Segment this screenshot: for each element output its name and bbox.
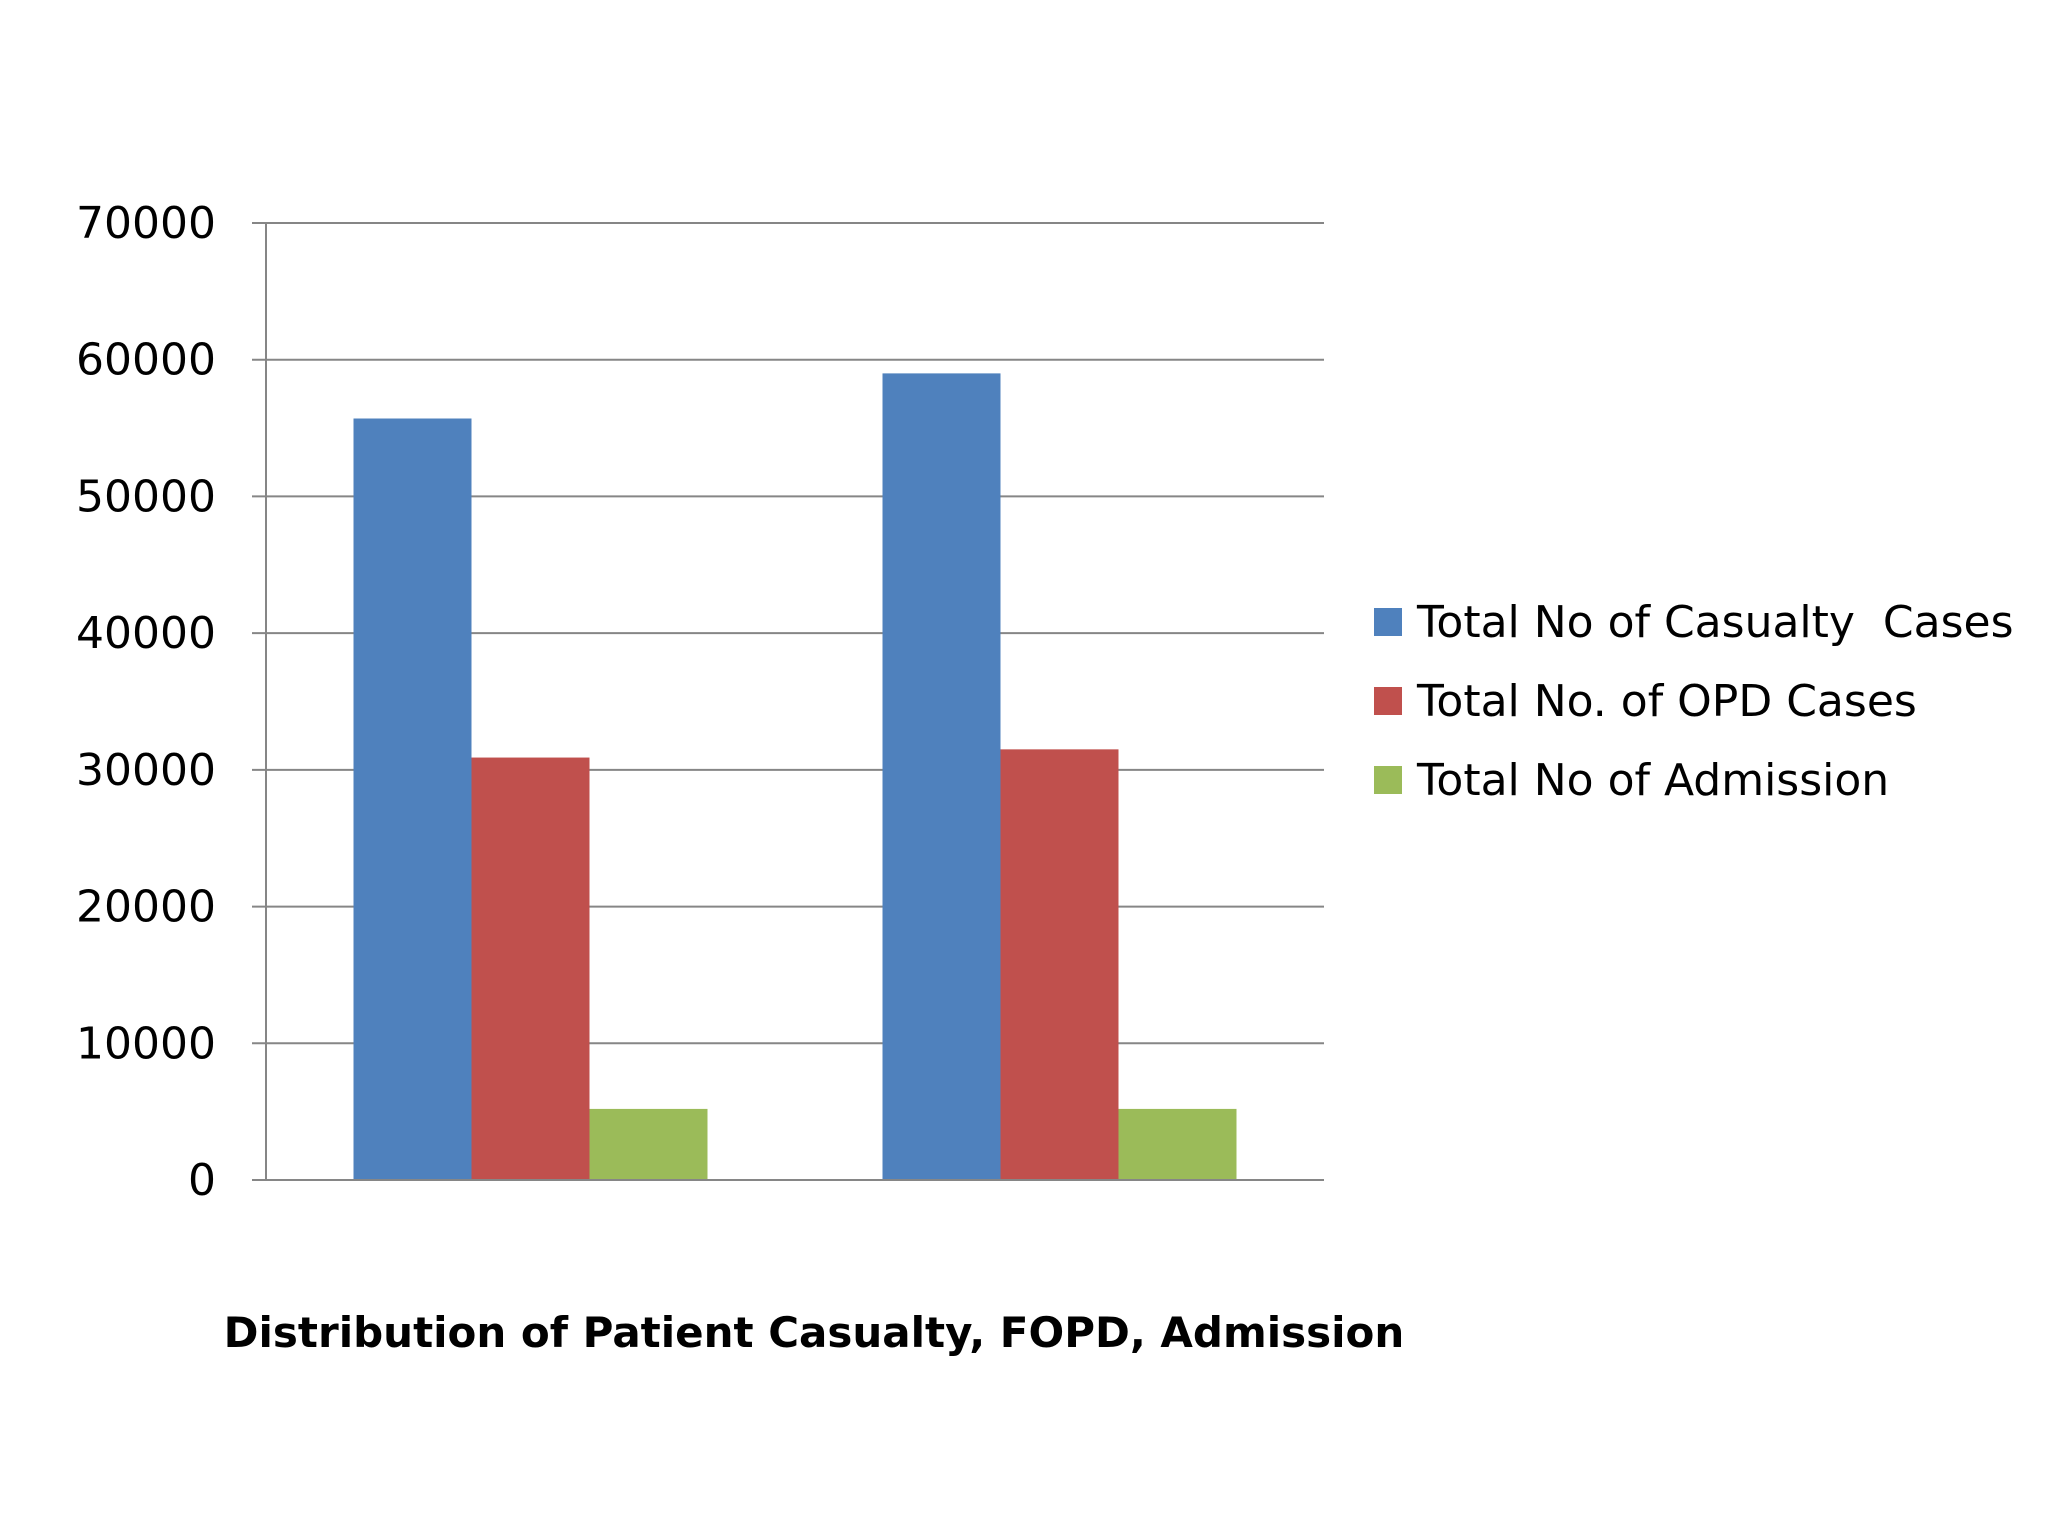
legend: Total No of Casualty Cases Total No. of O… — [1374, 597, 2014, 806]
legend-label: Total No of Casualty Cases — [1416, 597, 2014, 648]
bar-admission-group-2 — [1118, 1108, 1237, 1180]
bar-casualty-group-2 — [882, 373, 1001, 1180]
bars — [353, 373, 1237, 1180]
y-tick-label: 30000 — [76, 745, 216, 796]
bar-admission-group-1 — [589, 1108, 708, 1180]
y-tick-label: 20000 — [76, 882, 216, 933]
y-axis-tick-labels: 0 10000 20000 30000 40000 50000 60000 70000 — [76, 198, 216, 1206]
legend-swatch — [1374, 687, 1402, 715]
y-tick-label: 50000 — [76, 471, 216, 522]
bar-casualty-group-1 — [353, 418, 472, 1180]
bar-opd-group-1 — [471, 757, 590, 1180]
legend-swatch — [1374, 608, 1402, 636]
y-tick-label: 0 — [188, 1155, 216, 1206]
y-tick-label: 40000 — [76, 608, 216, 659]
legend-label: Total No of Admission — [1416, 755, 1889, 806]
chart-title: Distribution of Patient Casualty, FOPD, … — [224, 1308, 1405, 1357]
y-tick-label: 60000 — [76, 335, 216, 386]
bar-opd-group-2 — [1000, 749, 1119, 1180]
legend-label: Total No. of OPD Cases — [1416, 676, 1917, 727]
y-tick-label: 70000 — [76, 198, 216, 249]
y-tick-label: 10000 — [76, 1018, 216, 1069]
legend-swatch — [1374, 766, 1402, 794]
